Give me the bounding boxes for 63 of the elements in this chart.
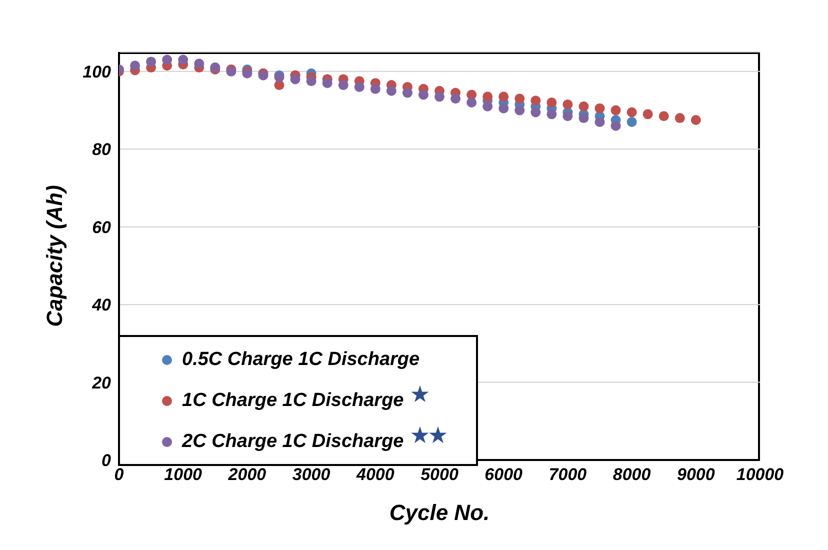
y-tick-label: 100 bbox=[82, 62, 112, 82]
point bbox=[194, 58, 204, 69]
point bbox=[594, 116, 605, 127]
point bbox=[530, 107, 541, 118]
x-tick-label: 5000 bbox=[420, 465, 459, 484]
x-tick-label: 9000 bbox=[676, 465, 716, 484]
point bbox=[530, 96, 541, 106]
x-tick-label: 0 bbox=[114, 465, 124, 484]
x-tick-label: 4000 bbox=[355, 465, 395, 484]
x-tick-label: 6000 bbox=[484, 465, 524, 484]
point bbox=[674, 113, 685, 124]
point bbox=[418, 90, 428, 100]
point bbox=[578, 113, 589, 124]
point bbox=[690, 115, 701, 125]
y-tick-label: 80 bbox=[92, 140, 112, 160]
point bbox=[434, 92, 444, 102]
x-tick-label: 8000 bbox=[612, 465, 652, 484]
point bbox=[306, 76, 316, 86]
x-tick-label: 2000 bbox=[227, 465, 267, 484]
y-tick-label: 0 bbox=[102, 451, 112, 470]
point bbox=[354, 82, 364, 92]
x-tick-label: 3000 bbox=[292, 465, 331, 484]
point bbox=[658, 111, 669, 122]
x-tick-label: 7000 bbox=[548, 465, 588, 484]
x-axis-title: Cycle No. bbox=[389, 500, 490, 525]
point bbox=[642, 109, 653, 120]
point bbox=[322, 78, 332, 88]
point bbox=[626, 107, 637, 118]
point bbox=[482, 101, 493, 112]
point bbox=[626, 116, 637, 127]
point bbox=[514, 105, 525, 116]
point bbox=[178, 54, 188, 65]
x-tick-label: 10000 bbox=[736, 465, 784, 484]
point bbox=[514, 94, 525, 104]
point bbox=[450, 94, 461, 104]
point bbox=[610, 105, 621, 116]
point bbox=[402, 88, 412, 98]
point bbox=[386, 86, 396, 96]
point bbox=[162, 54, 172, 65]
point bbox=[610, 120, 621, 131]
point bbox=[370, 84, 380, 94]
point bbox=[130, 60, 140, 71]
point bbox=[562, 111, 573, 122]
legend-label: 2C Charge 1C Discharge ★★ bbox=[182, 424, 447, 452]
y-tick-label: 60 bbox=[92, 218, 112, 237]
legend-label: 0.5C Charge 1C Discharge bbox=[182, 348, 420, 370]
point bbox=[578, 101, 589, 112]
point bbox=[546, 109, 557, 120]
point bbox=[562, 99, 573, 110]
point bbox=[546, 98, 557, 108]
y-axis-title: Capacity (Ah) bbox=[42, 185, 67, 327]
y-tick-label: 20 bbox=[91, 373, 112, 392]
point bbox=[290, 74, 300, 84]
point bbox=[338, 80, 348, 90]
point bbox=[498, 92, 509, 102]
y-tick-label: 40 bbox=[91, 296, 112, 315]
x-tick-label: 1000 bbox=[164, 465, 203, 484]
point bbox=[466, 98, 477, 108]
point bbox=[146, 56, 156, 67]
point bbox=[482, 92, 493, 102]
point bbox=[498, 103, 509, 114]
legend-label: 1C Charge 1C Discharge ★ bbox=[182, 383, 429, 412]
point bbox=[594, 103, 605, 114]
